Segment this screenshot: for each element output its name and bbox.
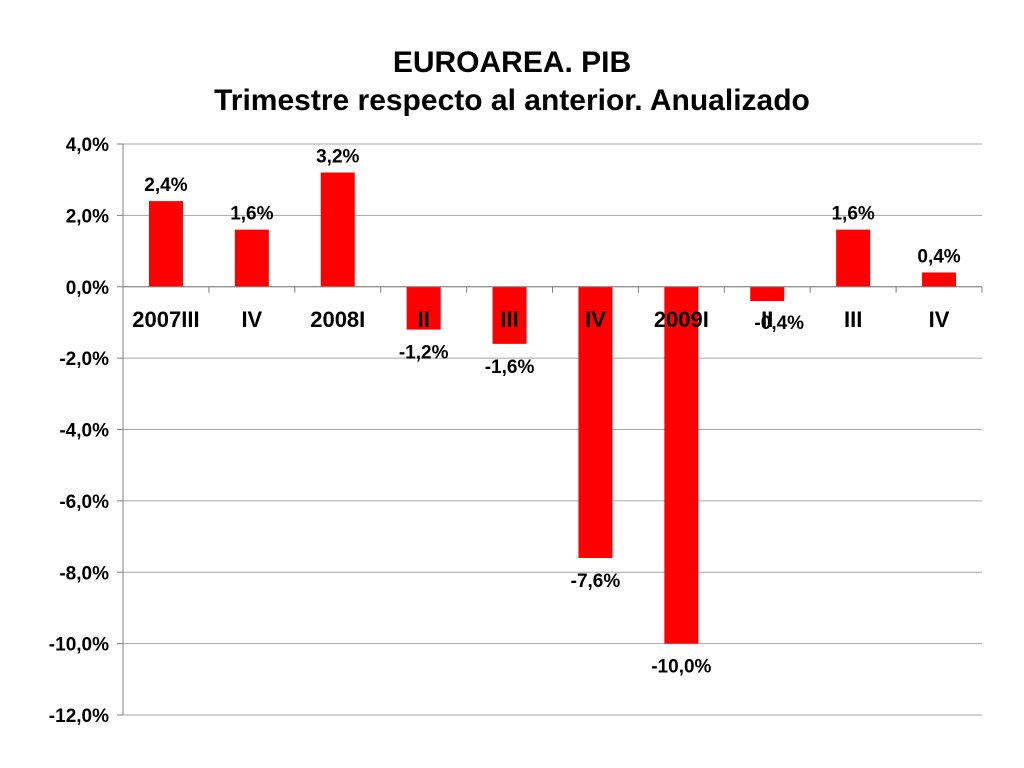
bar-iv [922,272,957,287]
chart-title: EUROAREA. PIB Trimestre respecto al ante… [0,44,1024,120]
axes [117,143,983,716]
y-axis-tick-labels: 4,0% 2,0% 0,0% -2,0% -4,0% -6,0% -8,0% -10,0% -1… [49,135,109,727]
x-tick-label: IV [929,307,950,332]
y-tick-label: -10,0% [49,635,109,656]
data-label: 0,4% [917,246,960,267]
bar-2007iii [148,201,183,287]
bar-2008i [320,172,355,287]
y-tick-label: -2,0% [59,349,109,370]
y-tick-label: -4,0% [59,421,109,442]
x-tick-label: IV [585,307,606,332]
bar-2009i [664,286,699,644]
data-label: 2,4% [144,175,187,196]
bar-iii [492,286,527,344]
y-tick-label: 2,0% [66,206,109,227]
chart-title-line-1: EUROAREA. PIB [392,46,632,79]
bar-iii [836,229,871,287]
x-tick-label: III [500,307,518,332]
y-tick-label: -8,0% [59,563,109,584]
x-tick-label: III [844,307,862,332]
y-tick-label: 4,0% [66,135,109,156]
bar-ii [406,286,441,330]
data-label: 3,2% [316,147,359,168]
x-tick-label: 2007III [132,307,199,332]
data-label: 1,6% [230,204,273,225]
x-tick-label: II [761,307,773,332]
data-label: 1,6% [831,204,874,225]
data-label: -10,0% [651,657,711,678]
x-tick-label: 2009I [654,307,709,332]
chart-title-line-2: Trimestre respecto al anterior. Anualiza… [214,84,810,117]
data-label: -1,6% [485,357,535,378]
data-label: -7,6% [571,571,621,592]
bar-iv [578,286,613,558]
x-axis-tick-labels: 2007III IV 2008I II III IV 2009I II III IV [132,307,949,332]
data-labels: 2,4% 1,6% 3,2% -1,2% -1,6% -7,6% -10,0% -0,4% 1,… [144,147,961,678]
data-label: -0,4% [754,313,804,334]
x-tick-label: IV [241,307,262,332]
bars [148,172,957,644]
x-tick-label: II [418,307,430,332]
y-tick-label: -12,0% [49,706,109,727]
data-label: -1,2% [399,343,449,364]
bar-iv [234,229,269,287]
y-tick-label: 0,0% [66,278,109,299]
x-tick-label: 2008I [310,307,365,332]
bar-ii [750,286,785,302]
y-tick-label: -6,0% [59,492,109,513]
